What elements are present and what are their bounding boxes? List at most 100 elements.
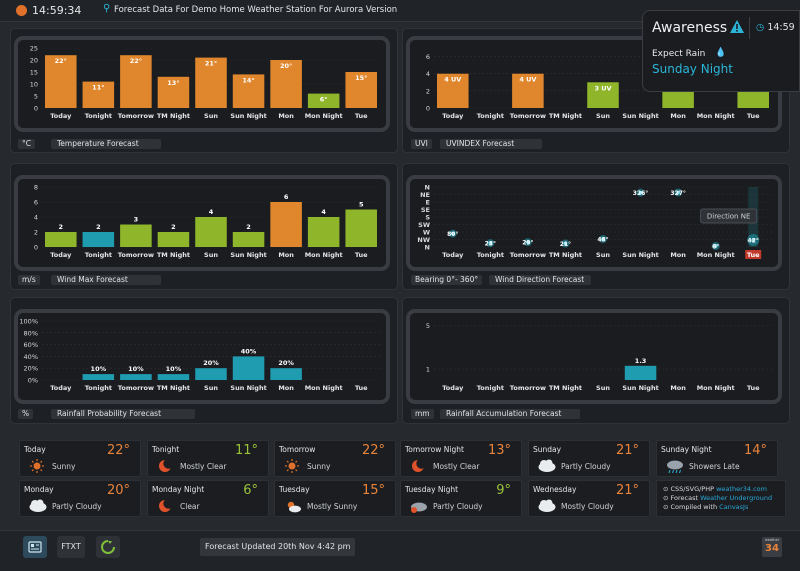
bar-sun[interactable]: [587, 82, 619, 108]
station-icon: [28, 541, 42, 553]
bar-sun-night[interactable]: [624, 365, 657, 380]
forecast-desc: Showers Late: [689, 462, 740, 471]
bar-tue[interactable]: [345, 209, 377, 248]
forecast-cell: Monday Night 6° Clear: [147, 480, 269, 517]
bar-tomorrow[interactable]: [120, 55, 152, 108]
data-label: 21°: [205, 60, 217, 68]
credit-link-wu[interactable]: Weather Underground: [700, 494, 773, 502]
bar-sun[interactable]: [195, 217, 227, 247]
bar-tue[interactable]: [345, 72, 377, 108]
bar-tm-night[interactable]: [157, 374, 190, 380]
x-tick-label: Today: [50, 112, 72, 120]
credit-compiled: Compiled with: [670, 503, 718, 511]
wind-chart: 0 2 4 6 8 2 Today 2 Tonight 3 Tomorrow 2 TM Night 4 Su…: [14, 175, 390, 271]
direction-point[interactable]: [713, 244, 718, 248]
credit-link-canvasjs[interactable]: CanvasJs: [719, 503, 749, 511]
bar-today[interactable]: [45, 55, 77, 108]
bar-mon[interactable]: [662, 90, 694, 108]
bar-mon[interactable]: [270, 202, 302, 247]
forecast-period: Today: [24, 445, 46, 454]
direction-label: 80°: [447, 231, 458, 238]
bar-sun[interactable]: [195, 368, 227, 380]
compass-label: E: [426, 199, 430, 207]
x-tick-label: Sun Night: [622, 251, 658, 259]
forecast-temp: 22°: [361, 443, 385, 458]
direction-point[interactable]: [563, 241, 568, 246]
forecast-cell: Wednesday 21° Mostly Cloudy: [528, 480, 650, 517]
bar-tonight[interactable]: [82, 374, 115, 380]
data-label: 5: [359, 201, 364, 209]
cloud-icon: [538, 499, 556, 512]
refresh-button[interactable]: [96, 536, 120, 558]
data-label: 10%: [91, 365, 107, 373]
direction-point[interactable]: [450, 231, 455, 236]
forecast-period: Monday: [24, 485, 54, 494]
x-tick-label: Mon Night: [697, 251, 735, 259]
direction-point[interactable]: [526, 240, 530, 244]
x-tick-label: Tomorrow: [118, 384, 154, 392]
y-tick-label: 8: [34, 184, 38, 192]
bar-mon[interactable]: [270, 368, 302, 380]
x-tick-label: Mon: [670, 384, 686, 392]
bar-tm-night[interactable]: [157, 232, 190, 247]
bar-today[interactable]: [437, 73, 469, 108]
credit-link-weather34[interactable]: weather34.com: [716, 485, 767, 493]
temperature-title: Temperature Forecast: [51, 139, 161, 149]
y-tick-label: 0: [426, 105, 430, 113]
bar-tomorrow[interactable]: [120, 374, 152, 380]
data-label: 13°: [167, 79, 179, 87]
bar-today[interactable]: [45, 232, 77, 247]
bar-sun-night[interactable]: [232, 232, 265, 247]
bar-tomorrow[interactable]: [512, 73, 544, 108]
direction-title: Wind Direction Forecast: [489, 275, 591, 285]
y-tick-label: 5: [34, 93, 38, 101]
bar-mon[interactable]: [270, 60, 302, 108]
uv-unit: UVI: [411, 139, 432, 149]
awareness-time-value: 14:59: [767, 22, 795, 33]
bar-sun-night[interactable]: [232, 74, 265, 108]
ftxt-button[interactable]: FTXT: [57, 536, 85, 558]
x-tick-label: Tonight: [477, 384, 504, 392]
y-tick-label: 0%: [28, 377, 38, 385]
bar-tm-night[interactable]: [157, 76, 190, 108]
x-tick-label: Sun Night: [230, 251, 266, 259]
bar-mon-night[interactable]: [307, 217, 340, 247]
forecast-desc: Mostly Clear: [180, 462, 227, 471]
direction-tooltip: [700, 208, 758, 224]
x-tick-label: Tomorrow: [118, 112, 154, 120]
bar-tue[interactable]: [737, 90, 769, 108]
y-tick-label: 80%: [24, 329, 38, 337]
x-tick-label: TM Night: [549, 384, 582, 392]
direction-label: 23°: [485, 241, 496, 248]
data-label: 40%: [241, 347, 257, 355]
station-button[interactable]: [23, 536, 47, 558]
credit-forecast: Forecast: [670, 494, 699, 502]
direction-point[interactable]: [601, 237, 605, 241]
wind-unit: m/s: [18, 275, 40, 285]
awareness-popup[interactable]: Awareness ◷ 14:59 Expect Rain 💧 Sunday N…: [642, 10, 800, 92]
bottom-bar: [0, 530, 800, 571]
data-label: 20%: [278, 359, 294, 367]
direction-point[interactable]: [638, 190, 643, 195]
x-tick-label: Today: [50, 384, 72, 392]
direction-point[interactable]: [488, 241, 493, 245]
data-label: 10%: [166, 365, 182, 373]
bar-sun[interactable]: [195, 57, 227, 108]
bar-tonight[interactable]: [82, 232, 115, 247]
x-tick-label: Tonight: [85, 112, 112, 120]
awareness-time: ◷ 14:59: [749, 17, 797, 39]
bar-sun-night[interactable]: [232, 356, 265, 380]
forecast-temp: 11°: [234, 443, 258, 458]
direction-point[interactable]: [751, 238, 756, 242]
x-tick-label: Tonight: [477, 251, 504, 259]
x-tick-label: Today: [442, 251, 464, 259]
bar-tomorrow[interactable]: [120, 224, 152, 248]
direction-label: 6°: [712, 244, 719, 251]
bar-mon-night[interactable]: [307, 93, 340, 108]
direction-point[interactable]: [676, 190, 680, 195]
compass-label: N: [425, 184, 430, 192]
x-tick-label: Sun Night: [230, 112, 266, 120]
refresh-icon: [101, 540, 115, 554]
bar-tonight[interactable]: [82, 81, 115, 108]
wind-title: Wind Max Forecast: [51, 275, 161, 285]
